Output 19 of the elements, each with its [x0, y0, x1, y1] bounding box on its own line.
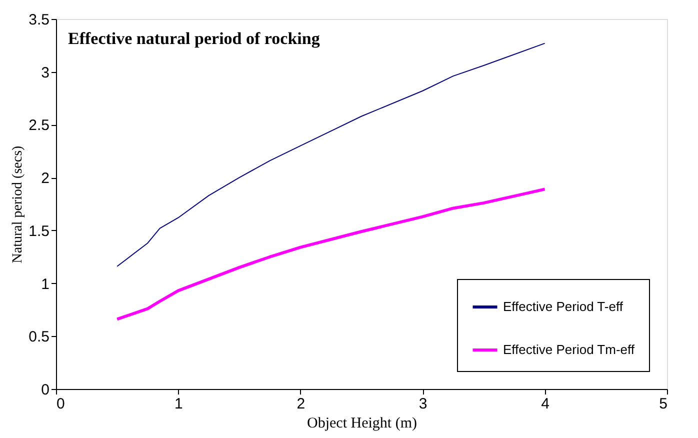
y-tick-label: 2	[41, 170, 50, 188]
text: Effective natural period of rocking	[68, 29, 320, 48]
x-tick-label: 5	[659, 396, 668, 412]
y-tick-label: 3.5	[28, 12, 50, 28]
x-tick-label: 1	[174, 396, 183, 412]
legend-label: Effective Period T-eff	[503, 299, 624, 314]
y-tick-label: 2.5	[28, 117, 50, 134]
y-tick-label: 0.5	[28, 328, 50, 346]
legend-label: Effective Period Tm-eff	[503, 342, 635, 357]
y-tick-label: 1.5	[28, 222, 50, 240]
x-axis-title: Object Height (m)	[307, 416, 417, 432]
x-tick-label: 4	[541, 396, 550, 412]
y-tick-label: 1	[41, 276, 50, 293]
x-tick-label: 3	[418, 396, 428, 412]
x-tick-label: 2	[296, 396, 306, 412]
x-tick-label: 0	[56, 396, 65, 412]
y-tick-label: 0	[41, 382, 50, 398]
y-tick-label: 3	[41, 64, 50, 82]
y-axis-title: Natural period (secs)	[10, 145, 26, 264]
